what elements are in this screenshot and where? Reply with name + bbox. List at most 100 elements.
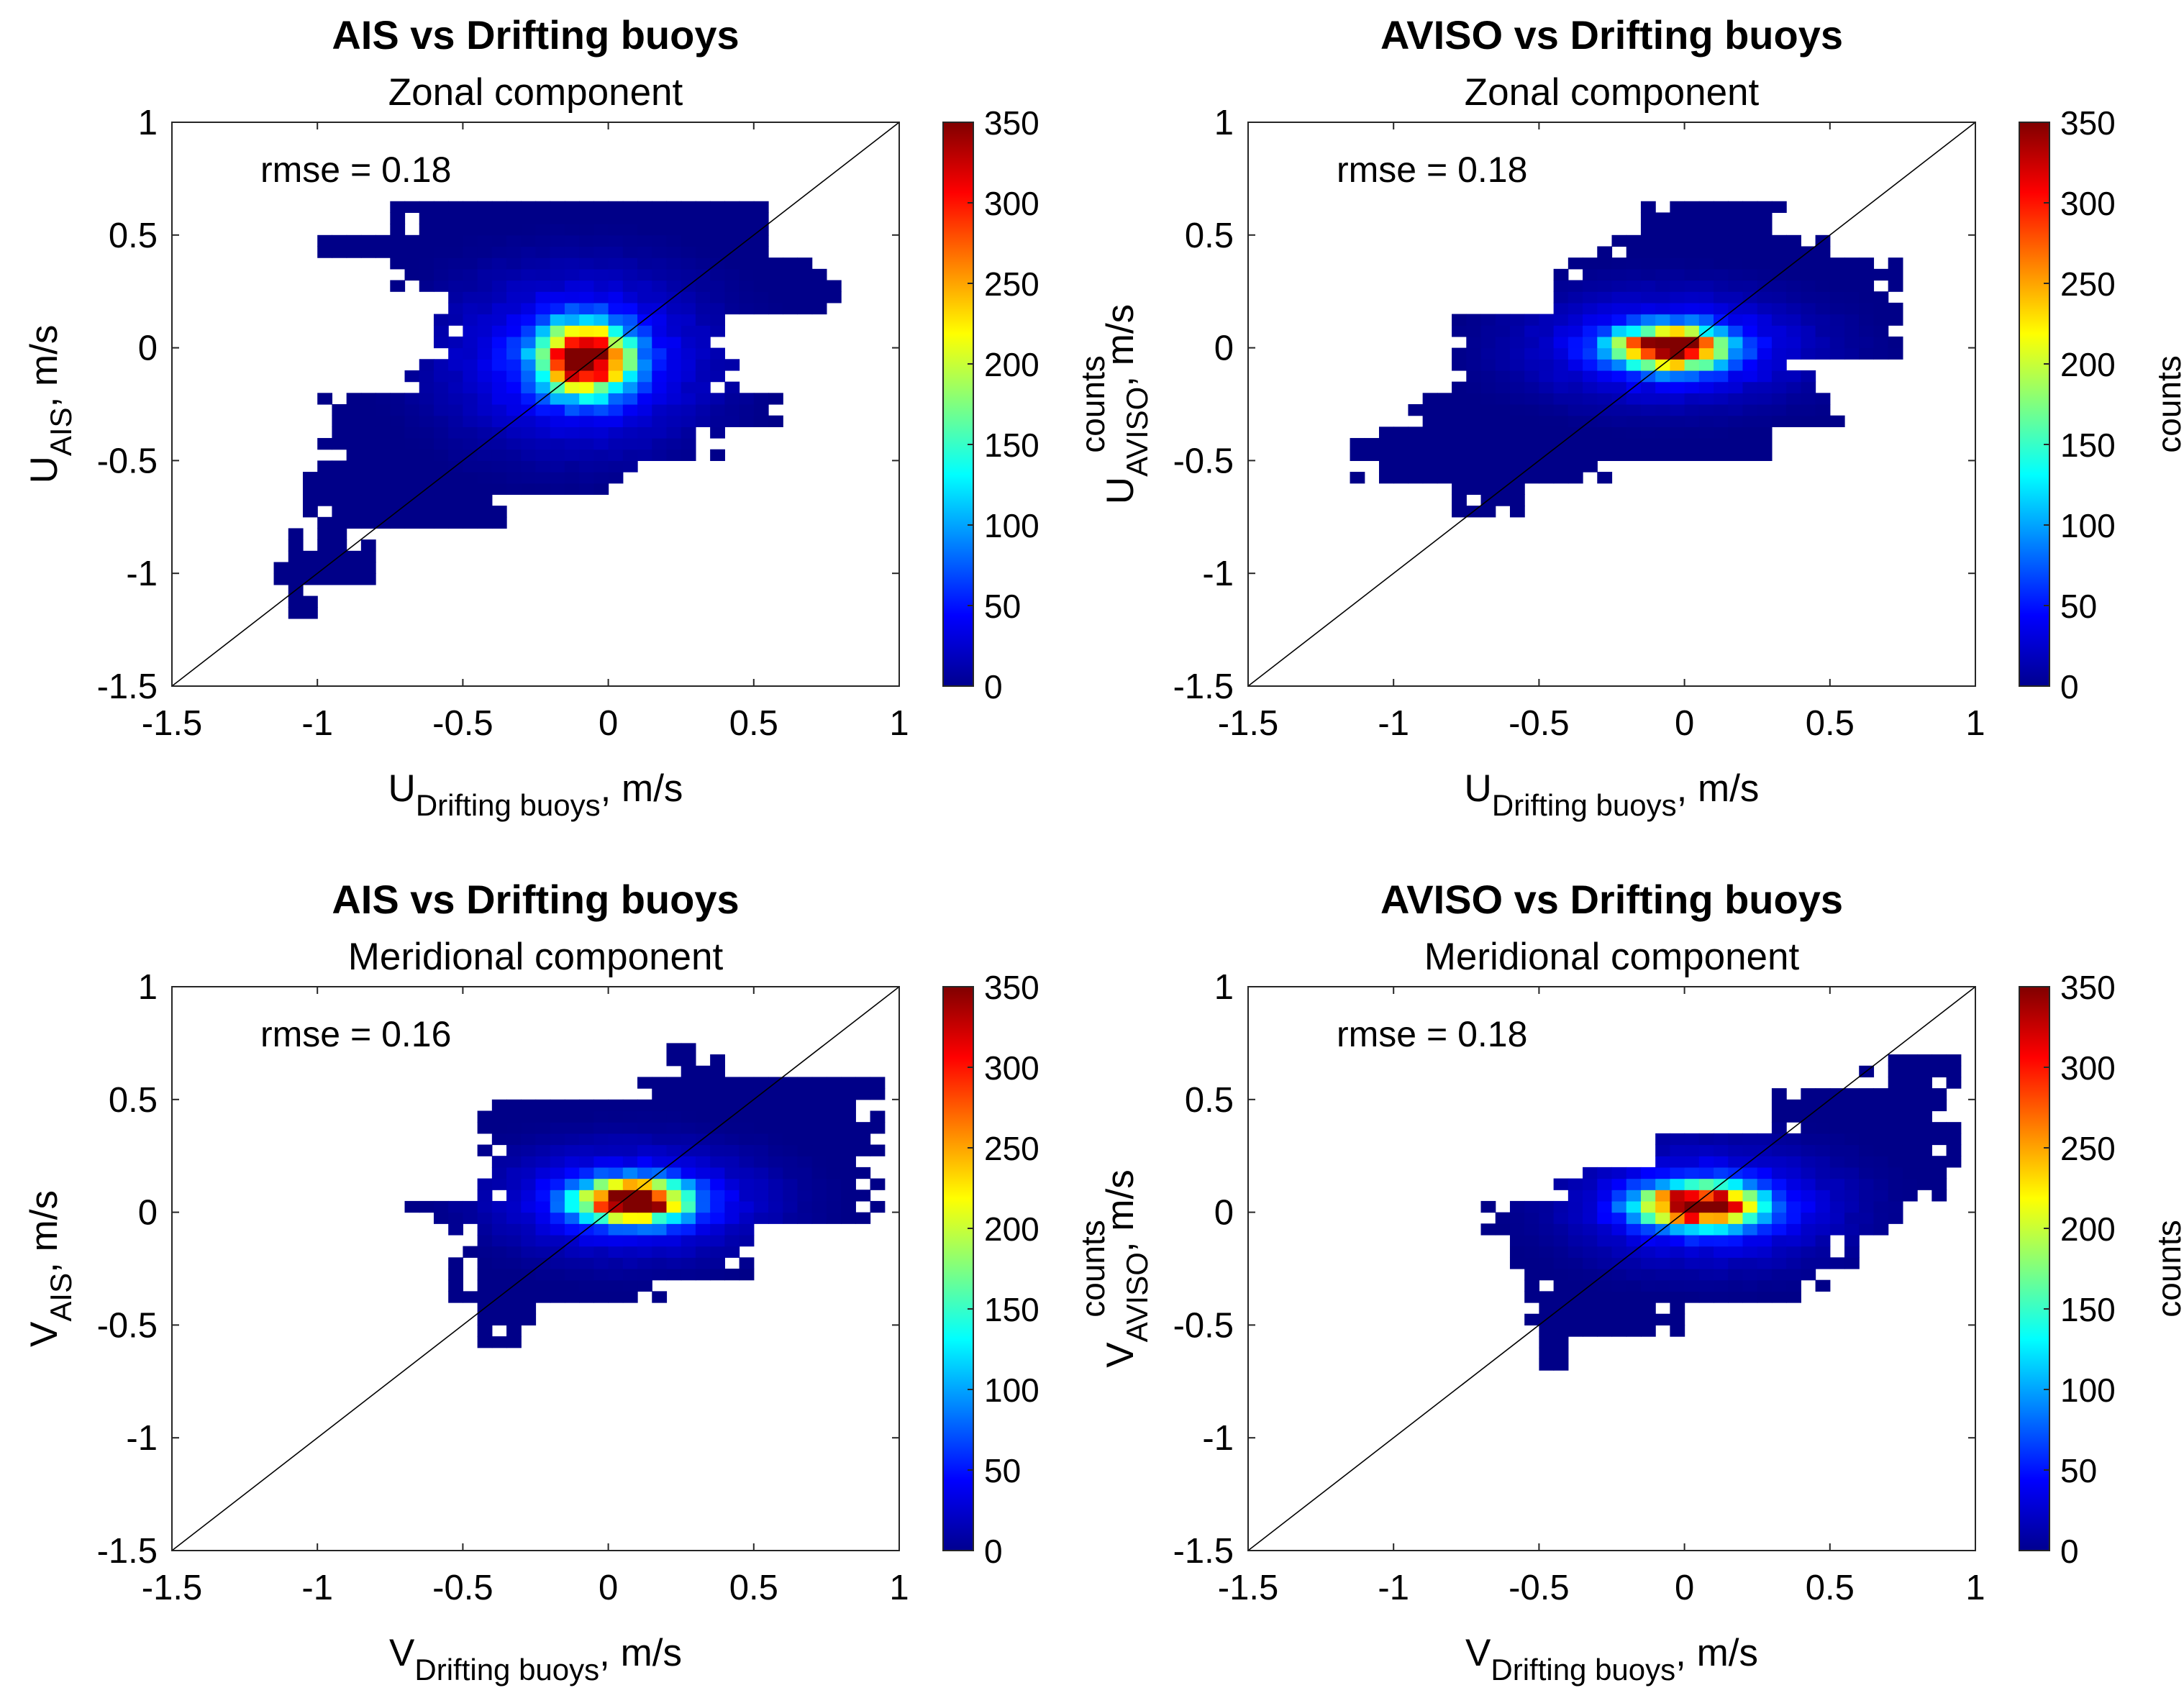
heatmap-cell xyxy=(1946,1054,1962,1067)
heatmap-cell xyxy=(564,449,580,461)
heatmap-cell xyxy=(448,280,463,292)
heatmap-cell xyxy=(652,201,668,214)
heatmap-cell xyxy=(1583,314,1598,326)
x-tick-label: 0 xyxy=(599,704,618,743)
heatmap-cell xyxy=(1640,1212,1656,1224)
heatmap-cell xyxy=(521,460,537,473)
heatmap-cell xyxy=(579,426,594,439)
heatmap-cell xyxy=(1771,246,1787,258)
heatmap-cell xyxy=(1597,1257,1613,1269)
heatmap-cell xyxy=(1902,1110,1918,1123)
heatmap-cell xyxy=(448,1291,463,1303)
heatmap-cell xyxy=(1714,201,1729,214)
heatmap-cell xyxy=(1714,1200,1729,1213)
heatmap-cell xyxy=(695,201,711,214)
heatmap-cell xyxy=(521,1178,537,1190)
heatmap-cell xyxy=(1757,268,1773,281)
heatmap-cell xyxy=(681,291,696,303)
heatmap-cell xyxy=(1524,449,1539,461)
heatmap-cell xyxy=(1829,1257,1845,1269)
heatmap-cell xyxy=(564,314,580,326)
heatmap-cell xyxy=(1568,257,1583,270)
heatmap-cell xyxy=(1524,1200,1539,1213)
heatmap-cell xyxy=(1815,1200,1831,1213)
heatmap-cell xyxy=(1771,1088,1787,1100)
heatmap-cell xyxy=(535,1212,551,1224)
heatmap-cell xyxy=(608,415,624,427)
heatmap-cell xyxy=(317,573,333,585)
heatmap-cell xyxy=(1553,302,1569,315)
heatmap-cell xyxy=(826,1200,842,1213)
heatmap-cell xyxy=(1698,280,1714,292)
heatmap-cell xyxy=(739,1110,755,1123)
heatmap-cell xyxy=(622,1291,638,1303)
heatmap-cell xyxy=(535,246,551,258)
heatmap-cell xyxy=(1771,336,1787,349)
heatmap-cell xyxy=(1539,1325,1555,1337)
heatmap-cell xyxy=(506,280,522,292)
heatmap-cell xyxy=(593,1144,609,1156)
heatmap-cell xyxy=(1801,404,1816,416)
heatmap-cell xyxy=(1568,1190,1583,1202)
heatmap-cell xyxy=(390,494,406,506)
heatmap-cell xyxy=(346,393,362,405)
heatmap-cell xyxy=(1378,426,1394,439)
heatmap-cell xyxy=(1757,370,1773,383)
heatmap-cell xyxy=(1480,314,1496,326)
heatmap-cell xyxy=(1902,1065,1918,1078)
heatmap-cell xyxy=(1597,1234,1613,1247)
heatmap-cell xyxy=(608,1291,624,1303)
heatmap-cell xyxy=(1495,1212,1511,1224)
heatmap-cell xyxy=(1452,483,1467,496)
heatmap-cell xyxy=(1859,1223,1875,1236)
heatmap-cell xyxy=(1714,404,1729,416)
heatmap-cell xyxy=(1888,1144,1903,1156)
heatmap-cell xyxy=(695,1156,711,1168)
heatmap-cell xyxy=(491,1302,507,1315)
heatmap-cell xyxy=(433,201,449,214)
heatmap-cell xyxy=(1640,325,1656,337)
heatmap-cell xyxy=(1655,449,1670,461)
heatmap-cell xyxy=(521,1302,537,1315)
heatmap-cell xyxy=(477,483,493,496)
heatmap-cell xyxy=(666,1200,682,1213)
heatmap-cell xyxy=(1452,325,1467,337)
heatmap-cell xyxy=(1539,1200,1555,1213)
heatmap-cell xyxy=(564,415,580,427)
heatmap-cell xyxy=(622,381,638,393)
heatmap-cell xyxy=(1568,381,1583,393)
heatmap-cell xyxy=(1626,438,1642,450)
heatmap-cell xyxy=(564,325,580,337)
heatmap-cell xyxy=(622,314,638,326)
heatmap-cell xyxy=(1466,347,1482,360)
heatmap-cell xyxy=(797,1178,813,1190)
heatmap-cell xyxy=(579,1133,594,1146)
heatmap-cell xyxy=(1597,359,1613,371)
heatmap-cell xyxy=(797,280,813,292)
heatmap-cell xyxy=(1844,291,1860,303)
heatmap-cell xyxy=(753,234,769,247)
heatmap-cell xyxy=(1495,359,1511,371)
colorbar-tick-label: 300 xyxy=(984,185,1039,222)
heatmap-cell xyxy=(826,1088,842,1100)
heatmap-cells xyxy=(1480,1054,1962,1371)
heatmap-cell xyxy=(346,415,362,427)
heatmap-cell xyxy=(1917,1054,1932,1067)
heatmap-cell xyxy=(1568,1246,1583,1258)
x-tick-label: 0.5 xyxy=(1806,1569,1855,1607)
heatmap-cell xyxy=(433,268,449,281)
heatmap-cell xyxy=(1611,1302,1627,1315)
heatmap-cell xyxy=(1626,1178,1642,1190)
heatmap-cell xyxy=(1350,472,1365,484)
heatmap-cell xyxy=(1815,1122,1831,1134)
heatmap-cell xyxy=(739,257,755,270)
heatmap-cell xyxy=(1611,1223,1627,1236)
heatmap-cell xyxy=(1597,370,1613,383)
heatmap-cell xyxy=(1815,393,1831,405)
heatmap-cell xyxy=(1714,1223,1729,1236)
heatmap-cell xyxy=(1509,1212,1525,1224)
heatmap-cell xyxy=(652,325,668,337)
heatmap-cell xyxy=(1568,347,1583,360)
heatmap-cell xyxy=(463,426,478,439)
heatmap-cell xyxy=(491,1178,507,1190)
